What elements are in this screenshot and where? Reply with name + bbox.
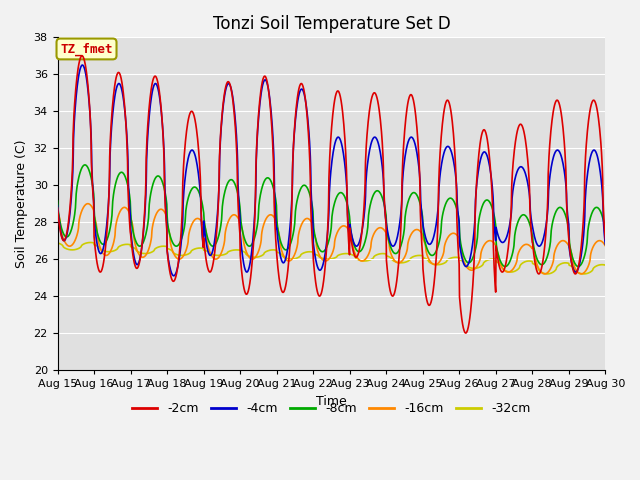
-16cm [84, 201, 92, 206]
-8cm [176, 240, 184, 246]
-16cm [176, 256, 184, 262]
-2cm [163, 222, 170, 228]
Legend: -2cm, -4cm, -8cm, -16cm, -32cm: -2cm, -4cm, -8cm, -16cm, -32cm [127, 397, 536, 420]
-16cm [541, 271, 548, 277]
-32cm [237, 248, 245, 253]
-8cm [501, 264, 509, 269]
-8cm [163, 198, 170, 204]
Text: TZ_fmet: TZ_fmet [60, 42, 113, 56]
-8cm [237, 219, 245, 225]
-4cm [79, 62, 86, 68]
-32cm [602, 262, 609, 268]
-32cm [580, 271, 588, 277]
Line: -32cm: -32cm [58, 242, 605, 274]
Line: -4cm: -4cm [58, 65, 605, 276]
-4cm [163, 216, 170, 221]
Y-axis label: Soil Temperature (C): Soil Temperature (C) [15, 139, 28, 268]
-32cm [537, 269, 545, 275]
-8cm [488, 205, 496, 211]
-16cm [237, 222, 245, 228]
-8cm [81, 162, 89, 168]
-2cm [602, 236, 609, 242]
-2cm [489, 205, 497, 211]
-32cm [417, 252, 424, 258]
-32cm [54, 240, 61, 246]
-16cm [488, 239, 496, 244]
-2cm [537, 267, 545, 273]
-4cm [602, 241, 609, 247]
-2cm [78, 53, 86, 59]
Line: -2cm: -2cm [58, 56, 605, 333]
-32cm [163, 243, 170, 249]
Line: -8cm: -8cm [58, 165, 605, 266]
-32cm [86, 240, 94, 245]
-4cm [54, 203, 61, 208]
Title: Tonzi Soil Temperature Set D: Tonzi Soil Temperature Set D [212, 15, 451, 33]
-4cm [176, 250, 184, 255]
-4cm [537, 242, 545, 248]
-16cm [602, 243, 609, 249]
Line: -16cm: -16cm [58, 204, 605, 274]
-4cm [489, 188, 497, 194]
-16cm [54, 208, 61, 214]
-2cm [417, 219, 424, 225]
X-axis label: Time: Time [316, 395, 347, 408]
-8cm [537, 262, 545, 267]
-16cm [417, 229, 424, 235]
-8cm [54, 198, 61, 204]
-4cm [417, 204, 425, 209]
-2cm [54, 205, 61, 211]
-16cm [163, 213, 170, 218]
-4cm [170, 273, 177, 278]
-32cm [176, 252, 184, 258]
-8cm [417, 203, 424, 209]
-2cm [462, 330, 470, 336]
-2cm [237, 262, 245, 268]
-8cm [602, 228, 609, 234]
-32cm [488, 256, 496, 262]
-16cm [537, 269, 545, 275]
-2cm [176, 247, 184, 252]
-4cm [237, 243, 245, 249]
